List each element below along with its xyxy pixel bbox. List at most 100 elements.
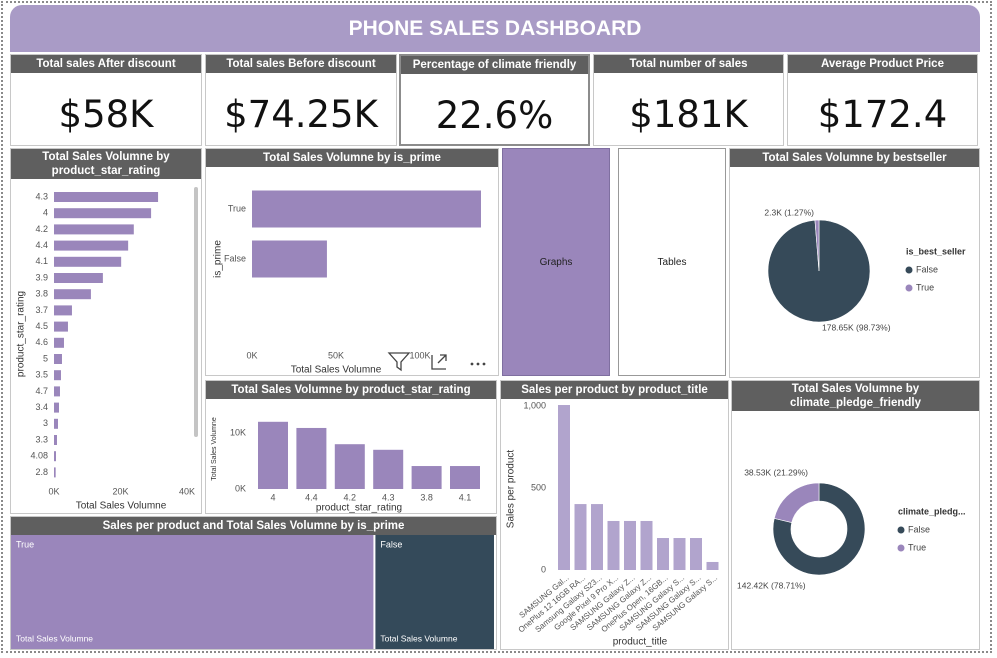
legend-label: True bbox=[916, 282, 934, 292]
kpi-label: Total sales After discount bbox=[11, 55, 201, 73]
kpi-card: Total sales After discount $58K bbox=[10, 54, 202, 146]
treemap-tile bbox=[375, 535, 494, 649]
bar bbox=[54, 337, 64, 348]
slice-label: 2.3K (1.27%) bbox=[764, 207, 814, 217]
chart-panel: Total Sales Volumne by is_prime True False… bbox=[205, 148, 499, 376]
nav-button[interactable]: Graphs bbox=[502, 148, 610, 376]
bar bbox=[54, 289, 91, 300]
panel-title: Total Sales Volumne by climate_pledge_fr… bbox=[732, 381, 979, 411]
y-axis-title: product_star_rating bbox=[16, 291, 27, 377]
bar bbox=[411, 466, 442, 489]
y-axis-title: Sales per product bbox=[506, 450, 517, 529]
category-label: 4.7 bbox=[35, 386, 48, 396]
bar bbox=[54, 402, 59, 413]
bar bbox=[54, 418, 58, 429]
category-label: 3.8 bbox=[420, 492, 433, 502]
slice-label: 38.53K (21.29%) bbox=[744, 467, 808, 477]
chart-panel: Sales per product by product_title SAMSUN… bbox=[500, 380, 729, 650]
category-label: 3.4 bbox=[35, 402, 48, 412]
y-axis-title: is_prime bbox=[213, 240, 224, 278]
kpi-card: Total number of sales $181K bbox=[593, 54, 784, 146]
bar bbox=[252, 240, 327, 278]
kpi-label: Percentage of climate friendly bbox=[401, 56, 588, 74]
x-axis-title: product_star_rating bbox=[316, 503, 402, 513]
bar bbox=[54, 305, 72, 316]
chart-panel: Sales per product and Total Sales Volumn… bbox=[10, 516, 497, 650]
chart-panel: Total Sales Volumne by product_star_rati… bbox=[10, 148, 202, 514]
bar bbox=[252, 190, 481, 228]
category-label: 4.5 bbox=[35, 321, 48, 331]
bar bbox=[54, 435, 57, 445]
panel-title: Sales per product by product_title bbox=[501, 381, 728, 399]
nav-button[interactable]: Tables bbox=[618, 148, 726, 376]
chart: 178.65K (98.73%) 2.3K (1.27%) is_best_sell… bbox=[764, 207, 966, 332]
panel-title: Total Sales Volumne by product_star_rati… bbox=[206, 381, 496, 399]
category-label: 4.6 bbox=[35, 337, 48, 347]
x-tick-label: 0K bbox=[48, 486, 59, 496]
bar bbox=[558, 405, 570, 570]
bar bbox=[54, 321, 68, 332]
tile-measure: Total Sales Volumne bbox=[380, 633, 457, 643]
legend-title: is_best_seller bbox=[906, 246, 966, 256]
bar bbox=[54, 370, 61, 381]
bar bbox=[54, 354, 62, 364]
legend-label: False bbox=[908, 524, 930, 534]
kpi-value: $74.25K bbox=[224, 93, 378, 136]
filter-icon bbox=[387, 352, 411, 372]
legend-swatch bbox=[905, 284, 913, 292]
x-tick-label: 50K bbox=[328, 350, 344, 360]
category-label: 3.8 bbox=[35, 289, 48, 299]
slice bbox=[814, 219, 820, 272]
bar bbox=[54, 273, 103, 283]
x-tick-label: 100K bbox=[409, 350, 430, 360]
bar bbox=[706, 561, 719, 570]
chart: True Total Sales Volumne False Total Sales … bbox=[11, 535, 494, 649]
tile-measure: Total Sales Volumne bbox=[16, 633, 93, 643]
kpi-card: Total sales Before discount $74.25K bbox=[205, 54, 397, 146]
category-label: 3.9 bbox=[35, 272, 48, 282]
x-axis-title: product_title bbox=[613, 637, 668, 648]
category-label: 4.4 bbox=[305, 492, 318, 502]
dashboard-title: PHONE SALES DASHBOARD bbox=[10, 5, 980, 52]
bar bbox=[574, 504, 587, 570]
kpi-value: $181K bbox=[629, 93, 748, 136]
legend-swatch bbox=[897, 526, 905, 534]
category-label: 3.3 bbox=[35, 434, 48, 444]
category-label: 4.1 bbox=[35, 256, 48, 266]
category-label: 3.7 bbox=[35, 305, 48, 315]
bar bbox=[54, 192, 159, 202]
legend-swatch bbox=[897, 544, 905, 552]
bar bbox=[54, 451, 56, 462]
category-label: 4.3 bbox=[382, 492, 395, 502]
chart: 4.3 4 4.2 4.4 4.1 3.9 3.8 3.7 4.5 4.6 5 3.5 4.7 3.4 3 3… bbox=[16, 187, 198, 512]
legend-swatch bbox=[905, 266, 913, 274]
y-tick-label: 0 bbox=[541, 564, 546, 574]
category-label: 4.1 bbox=[459, 492, 472, 502]
slice bbox=[773, 482, 820, 523]
slice bbox=[772, 482, 866, 576]
category-label: 4.4 bbox=[35, 240, 48, 250]
x-axis-title: Total Sales Volumne bbox=[291, 365, 382, 375]
x-tick-label: 20K bbox=[112, 486, 128, 496]
category-label: 4.08 bbox=[30, 451, 48, 461]
chart: 142.42K (78.71%) 38.53K (21.29%) climate_p… bbox=[737, 467, 966, 590]
bar bbox=[296, 427, 327, 489]
category-label: 4.2 bbox=[344, 492, 357, 502]
chart: SAMSUNG Gal...OnePlus 12 16GB RA...Samsu… bbox=[506, 400, 720, 648]
y-tick-label: 1,000 bbox=[523, 400, 546, 410]
bar bbox=[624, 520, 636, 570]
category-label: 2.8 bbox=[35, 467, 48, 477]
kpi-card: Average Product Price $172.4 bbox=[787, 54, 978, 146]
category-label: True bbox=[228, 203, 246, 213]
scrollbar bbox=[194, 187, 198, 437]
kpi-value: 22.6% bbox=[435, 94, 554, 137]
y-tick-label: 0K bbox=[235, 483, 246, 493]
chart: 4 4.4 4.2 4.3 3.8 4.1 0K 10K product_star_rating… bbox=[211, 417, 480, 513]
y-tick-label: 500 bbox=[531, 482, 546, 492]
chart-panel: Total Sales Volumne by product_star_rati… bbox=[205, 380, 497, 514]
legend-label: True bbox=[908, 542, 926, 552]
legend-label: False bbox=[916, 264, 938, 274]
bar bbox=[54, 208, 152, 219]
more-icon bbox=[482, 362, 486, 366]
